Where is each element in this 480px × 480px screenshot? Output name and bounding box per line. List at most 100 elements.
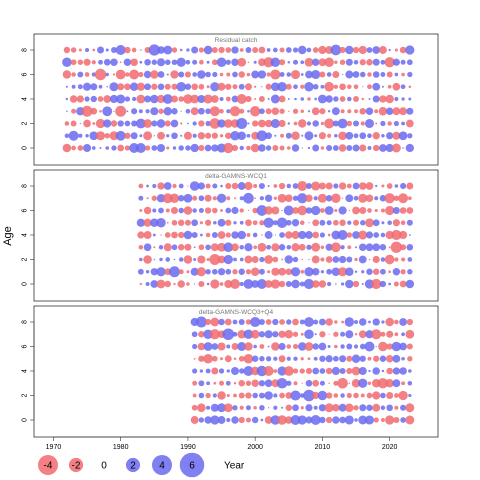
bubble-mark — [361, 270, 365, 274]
bubble-mark — [211, 59, 218, 66]
bubble-mark — [176, 81, 187, 92]
bubble-mark — [319, 331, 326, 338]
bubble-mark — [163, 45, 173, 55]
bubble-mark — [216, 193, 227, 203]
bubble-mark — [273, 196, 277, 200]
bubble-mark — [286, 72, 292, 77]
bubble-mark — [186, 270, 190, 274]
bubble-mark — [252, 207, 258, 214]
bubble-mark — [198, 47, 204, 53]
bubble-mark — [258, 182, 265, 190]
bubble-mark — [314, 134, 318, 138]
bubble-mark — [347, 109, 352, 114]
bubble-mark — [103, 58, 111, 66]
bubble-mark — [246, 133, 251, 138]
bubble-mark — [372, 95, 380, 103]
bubble-mark — [292, 59, 299, 65]
y-tick-label: 6 — [22, 208, 29, 212]
bubble-mark — [219, 134, 224, 138]
bubble-mark — [90, 95, 97, 103]
bubble-mark — [184, 243, 192, 251]
bubble-mark — [358, 366, 367, 376]
bubble-mark — [272, 145, 279, 151]
bubble-mark — [77, 71, 84, 78]
bubble-mark — [401, 97, 405, 101]
bubble-mark — [307, 146, 311, 150]
bubble-mark — [124, 96, 131, 102]
bubble-mark — [292, 331, 299, 337]
bubble-mark — [115, 105, 127, 117]
legend-bubble — [152, 455, 172, 475]
bubble-mark — [257, 70, 267, 79]
bubble-mark — [367, 133, 372, 139]
bubble-mark — [332, 120, 339, 127]
bubble-mark — [373, 417, 379, 423]
bubble-mark — [124, 132, 131, 139]
bubble-mark — [124, 120, 131, 127]
bubble-mark — [90, 107, 98, 115]
bubble-mark — [365, 231, 374, 239]
bubble-mark — [286, 356, 291, 361]
bubble-mark — [371, 329, 382, 340]
bubble-mark — [400, 220, 406, 226]
bubble-mark — [191, 46, 199, 54]
bubble-mark — [226, 417, 231, 423]
bubble-mark — [332, 355, 339, 362]
bubble-mark — [392, 354, 401, 363]
bubble-mark — [387, 84, 392, 89]
bubble-mark — [190, 143, 199, 153]
bubble-mark — [258, 144, 266, 152]
bubble-mark — [205, 318, 212, 326]
bubble-mark — [187, 122, 189, 125]
bubble-mark — [406, 182, 414, 190]
bubble-mark — [386, 132, 394, 140]
bubble-mark — [346, 120, 353, 127]
bubble-mark — [368, 97, 371, 101]
bubble-mark — [270, 415, 281, 425]
bubble-mark — [99, 109, 102, 113]
bubble-mark — [406, 343, 413, 350]
bubble-mark — [278, 342, 286, 351]
bubble-mark — [164, 83, 171, 90]
bubble-mark — [231, 416, 239, 424]
y-tick-label: 2 — [22, 121, 29, 125]
bubble-mark — [213, 381, 217, 385]
bubble-mark — [340, 109, 345, 114]
bubble-mark — [268, 407, 270, 409]
bubble-mark — [407, 196, 412, 201]
bubble-mark — [287, 146, 291, 150]
bubble-mark — [135, 118, 146, 129]
bubble-mark — [197, 255, 206, 264]
panel-title: Residual catch — [215, 37, 258, 44]
bubble-mark — [211, 232, 218, 238]
bubble-mark — [312, 391, 320, 400]
bubble-mark — [365, 194, 374, 203]
bubble-mark — [264, 206, 273, 215]
bubble-mark — [199, 369, 204, 373]
bubble-mark — [237, 182, 246, 190]
bubble-mark — [326, 268, 333, 275]
y-tick-label: 6 — [22, 344, 29, 348]
bubble-mark — [78, 48, 82, 52]
bubble-mark — [171, 47, 178, 53]
bubble-mark — [172, 183, 177, 189]
bubble-mark — [313, 405, 318, 410]
bubble-mark — [180, 122, 183, 125]
bubble-mark — [164, 232, 171, 238]
bubbles — [136, 180, 415, 290]
bubble-mark — [285, 268, 293, 276]
legend-label: 4 — [159, 461, 165, 472]
bubble-mark — [408, 85, 412, 89]
bubble-mark — [372, 268, 380, 275]
bubble-mark — [341, 197, 344, 199]
bubble-mark — [345, 279, 354, 289]
bubble-mark — [239, 257, 244, 262]
bubble-mark — [71, 72, 76, 77]
x-tick-label: 2000 — [247, 444, 263, 451]
bubble-mark — [294, 97, 297, 101]
bubble-mark — [238, 318, 245, 326]
bubble-mark — [150, 94, 159, 104]
bubble-mark — [353, 84, 359, 90]
bubble-mark — [259, 108, 265, 115]
bubble-mark — [381, 369, 385, 373]
